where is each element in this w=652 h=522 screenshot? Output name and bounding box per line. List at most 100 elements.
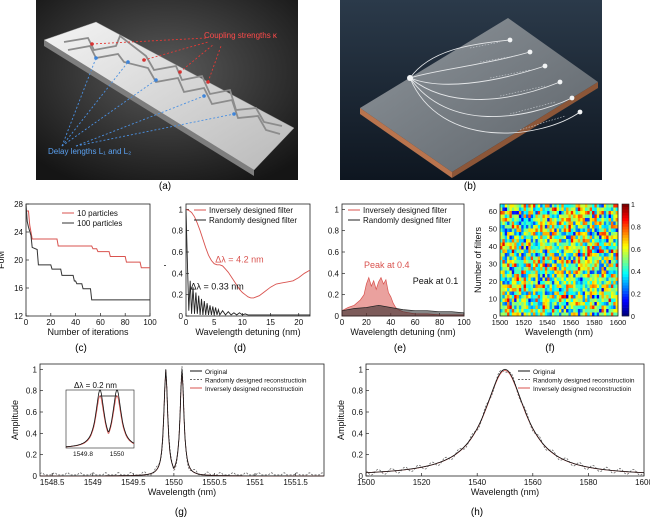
heatmap-cell — [561, 253, 565, 257]
heatmap-cell — [537, 239, 541, 243]
inset-tick-label: 1549.8 — [73, 451, 93, 458]
heatmap-cell — [551, 207, 555, 212]
heatmap-cell — [551, 211, 555, 215]
heatmap-cell — [568, 288, 572, 292]
heatmap-cell — [535, 312, 539, 317]
heatmap-cell — [507, 291, 510, 296]
heatmap-cell — [573, 263, 576, 268]
colorbar-cell — [622, 257, 629, 261]
heatmap-cell — [533, 242, 536, 247]
heatmap-cell — [563, 239, 567, 243]
heatmap-cell — [502, 225, 506, 229]
heatmap-cell — [594, 291, 598, 296]
heatmap-cell — [509, 305, 513, 310]
heatmap-cell — [570, 281, 574, 285]
heatmap-cell — [556, 256, 560, 261]
heatmap-cell — [601, 312, 605, 317]
heatmap-cell — [606, 249, 609, 254]
heatmap-cell — [559, 207, 562, 212]
heatmap-cell — [601, 239, 605, 243]
heatmap-cell — [594, 214, 598, 219]
heatmap-cell — [592, 298, 595, 303]
heatmap-cell — [615, 207, 619, 212]
heatmap-cell — [551, 270, 555, 275]
heatmap-cell — [594, 246, 598, 250]
heatmap-cell — [549, 305, 553, 310]
heatmap-cell — [525, 302, 529, 306]
heatmap-cell — [518, 249, 522, 254]
colorbar-cell — [622, 293, 629, 297]
heatmap-cell — [582, 309, 586, 313]
heatmap-cell — [580, 260, 583, 264]
heatmap-cell — [511, 249, 515, 254]
heatmap-cell — [549, 235, 553, 240]
heatmap-cell — [500, 274, 503, 278]
heatmap-cell — [580, 239, 583, 243]
heatmap-cell — [525, 246, 529, 250]
heatmap-cell — [563, 302, 567, 306]
heatmap-cell — [561, 225, 565, 229]
heatmap-cell — [556, 270, 560, 275]
heatmap-cell — [511, 270, 515, 275]
heatmap-cell — [533, 263, 536, 268]
heatmap-cell — [599, 281, 602, 285]
heatmap-cell — [547, 295, 550, 299]
heatmap-cell — [594, 239, 598, 243]
heatmap-cell — [570, 288, 574, 292]
heatmap-cell — [544, 256, 548, 261]
heatmap-cell — [518, 298, 522, 303]
heatmap-cell — [549, 239, 553, 243]
heatmap-cell — [542, 263, 546, 268]
heatmap-cell — [518, 309, 522, 313]
heatmap-cell — [608, 235, 612, 240]
heatmap-cell — [589, 235, 593, 240]
heatmap-cell — [518, 260, 522, 264]
heatmap-cell — [615, 270, 619, 275]
heatmap-cell — [561, 312, 565, 317]
heatmap-cell — [613, 253, 616, 257]
heatmap-cell — [577, 291, 581, 296]
heatmap-cell — [549, 228, 553, 233]
heatmap-cell — [533, 295, 536, 299]
heatmap-cell — [592, 228, 595, 233]
heatmap-cell — [601, 298, 605, 303]
series-original — [365, 368, 645, 474]
heatmap-cell — [561, 221, 565, 226]
heatmap-cell — [521, 295, 524, 299]
heatmap-cell — [509, 263, 513, 268]
heatmap-cell — [514, 270, 517, 275]
heatmap-cell — [514, 309, 517, 313]
heatmap-cell — [587, 305, 590, 310]
heatmap-cell — [606, 214, 609, 219]
legend-label: Inversely designed reconstructioin — [533, 386, 632, 393]
heatmap-cell — [580, 312, 583, 317]
heatmap-cell — [596, 204, 600, 208]
heatmap-cell — [582, 253, 586, 257]
heatmap-cell — [500, 267, 503, 271]
heatmap-cell — [533, 214, 536, 219]
heatmap-cell — [547, 270, 550, 275]
heatmap-cell — [615, 232, 619, 236]
heatmap-cell — [577, 305, 581, 310]
heatmap-cell — [594, 270, 598, 275]
heatmap-cell — [573, 218, 576, 222]
heatmap-cell — [613, 260, 616, 264]
heatmap-cell — [525, 207, 529, 212]
heatmap-cell — [573, 246, 576, 250]
heatmap-cell — [540, 253, 543, 257]
heatmap-cell — [613, 256, 616, 261]
heatmap-cell — [507, 239, 510, 243]
heatmap-cell — [561, 218, 565, 222]
heatmap-cell — [514, 207, 517, 212]
heatmap-cell — [584, 263, 588, 268]
heatmap-cell — [575, 267, 579, 271]
heatmap-cell — [551, 305, 555, 310]
heatmap-cell — [608, 242, 612, 247]
heatmap-cell — [544, 260, 548, 264]
heatmap-cell — [537, 225, 541, 229]
heatmap-cell — [535, 277, 539, 282]
y-tick-label: 0.4 — [328, 269, 340, 278]
heatmap-cell — [603, 295, 607, 299]
x-tick-label: 100 — [143, 318, 157, 327]
heatmap-cell — [606, 221, 609, 226]
